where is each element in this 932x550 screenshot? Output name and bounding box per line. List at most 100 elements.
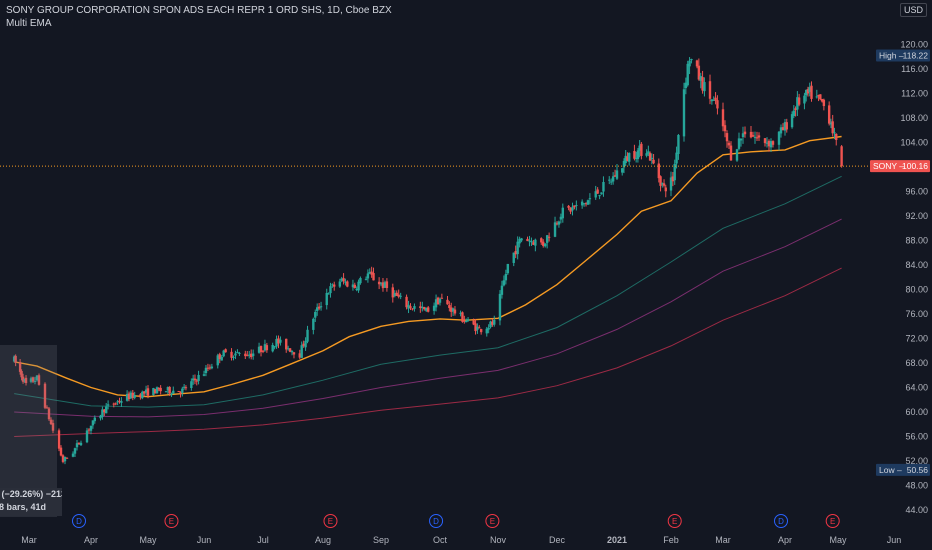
candle [393,290,396,298]
candle-body [633,150,636,159]
candle [657,158,661,183]
candle [385,278,389,292]
candle [197,370,200,385]
candle [729,141,733,161]
candle-body [244,353,247,357]
candle-body [238,352,241,354]
candle-body [673,163,676,181]
low-tag-bg [876,463,930,476]
candle [327,292,330,295]
candle-body [602,182,605,192]
candle [315,303,319,316]
candle-body [735,149,739,161]
candle-body [164,391,168,393]
price-axis [872,0,932,550]
candle-body [650,157,654,159]
candle [638,139,641,158]
candle [232,355,235,361]
earnings-marker[interactable]: E [164,514,179,528]
earnings-marker[interactable]: E [485,514,500,528]
candle-body [61,455,65,462]
earnings-marker[interactable]: E [667,514,682,528]
candle-body [627,152,631,162]
dividend-marker[interactable]: D [429,514,444,528]
candle-body [37,375,41,385]
candle [193,374,197,385]
y-tick-label: 48.00 [905,481,928,491]
candle-body [487,327,490,330]
candle [645,149,648,158]
candle-body [57,430,61,449]
candle-body [139,394,142,398]
candle [840,145,843,168]
candle [399,292,402,300]
candle [474,318,477,335]
candle-body [701,77,704,91]
candle [395,290,398,296]
candle [794,106,797,117]
candle-body [342,278,345,282]
y-tick-label: 116.00 [901,64,928,74]
earnings-marker[interactable]: E [323,514,338,528]
candle [230,348,233,361]
candle [582,203,586,207]
candle-body [567,205,570,208]
marker-letter: E [830,517,835,526]
candle [545,235,549,249]
candle [613,169,617,177]
candle-body [377,281,381,285]
candle [721,102,725,132]
candle-body [640,143,643,156]
candle [257,342,261,354]
candle-body [317,306,321,309]
indicator-label[interactable]: Multi EMA [6,18,52,29]
candle [819,94,822,101]
candle [671,172,675,187]
candle [669,171,673,197]
candle [737,132,741,151]
candle [622,158,626,174]
candle [222,349,225,358]
candle [815,89,818,99]
candle-body [803,95,806,104]
candle [184,385,188,391]
candle-body [409,306,412,308]
candle-body [413,306,416,309]
dividend-marker[interactable]: D [72,514,86,528]
candle [220,355,223,361]
candle-body [344,281,347,283]
candle [609,178,613,185]
candle [806,86,810,97]
candle-body [248,354,251,356]
candle [647,145,650,157]
candle [139,393,142,400]
earnings-marker[interactable]: E [825,514,840,528]
candle-body [177,390,180,392]
candle-body [584,203,588,205]
candle [446,295,449,305]
candle-body [729,145,733,161]
y-tick-label: 104.00 [900,138,928,148]
candle-body [695,60,699,67]
candle-body [206,367,210,369]
candle-body [383,282,387,288]
candle [377,277,381,290]
candle [85,427,89,444]
candle-body [661,183,664,185]
candle-body [723,125,727,132]
candle-body [91,420,95,426]
dividend-marker[interactable]: D [774,514,788,528]
last-price-tag: SONY – 100.16 [870,160,930,173]
candle-body [703,82,706,92]
candle-body [596,189,599,194]
candle [500,280,504,299]
candle [405,294,408,310]
currency-label[interactable]: USD [899,3,927,17]
candle-body [197,374,200,381]
candle-body [518,238,521,244]
candle-body [144,389,148,393]
candle-body [351,284,355,288]
candle [21,373,25,384]
